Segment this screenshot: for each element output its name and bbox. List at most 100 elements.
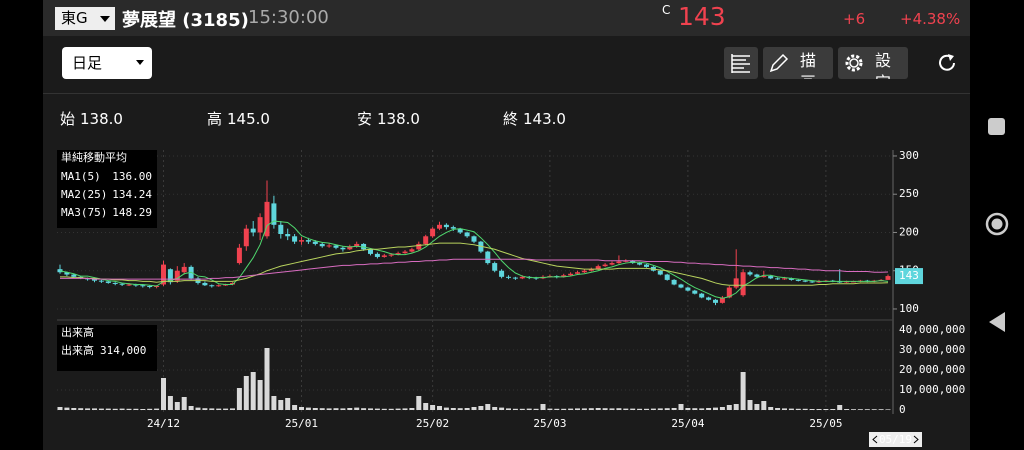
volume-bar	[85, 408, 91, 410]
indicator-button[interactable]	[724, 47, 758, 79]
volume-bar	[685, 408, 691, 410]
candle-body	[381, 255, 387, 257]
candle-body	[740, 272, 746, 296]
home-button[interactable]	[985, 212, 1009, 236]
x-tick-label: 25/04	[671, 417, 704, 430]
candle-body	[671, 279, 677, 285]
period-select[interactable]: 日足	[62, 47, 152, 79]
volume-bar	[264, 348, 270, 410]
volume-bar	[478, 406, 484, 410]
settings-button[interactable]: 設定	[838, 47, 908, 79]
candle-body	[719, 297, 725, 303]
recent-button[interactable]	[988, 118, 1005, 135]
cursor-label: 05/19	[879, 433, 912, 446]
candle-body	[499, 270, 505, 277]
candle-body	[561, 275, 567, 277]
candle-body	[637, 263, 643, 265]
back-button[interactable]	[989, 312, 1005, 332]
candle-body	[202, 282, 208, 286]
candle-body	[575, 272, 580, 274]
volume-bar	[230, 408, 235, 410]
candle-body	[754, 274, 760, 277]
candle-body	[147, 286, 153, 288]
volume-bar	[161, 378, 166, 410]
exchange-select[interactable]: 東G	[55, 7, 115, 30]
candle-body	[209, 285, 215, 287]
legend-value: 148.29	[112, 206, 152, 219]
volume-tick-label: 10,000,000	[899, 383, 965, 396]
icon	[731, 54, 750, 73]
volume-bar	[381, 408, 387, 410]
volume-bar	[119, 408, 125, 410]
candle-body	[216, 285, 222, 287]
ohlc-label: 高	[207, 110, 223, 128]
volume-bar	[78, 408, 84, 410]
volume-bar	[340, 408, 346, 410]
volume-legend-value: 314,000	[100, 344, 146, 357]
candle-body	[409, 249, 415, 252]
candle-body	[230, 282, 235, 285]
candle-body	[236, 247, 242, 264]
volume-bar	[664, 408, 670, 410]
volume-bar	[616, 408, 622, 410]
volume-bar	[312, 408, 318, 410]
volume-bar	[678, 404, 684, 410]
volume-bar	[816, 409, 822, 410]
legend-name: MA3(75)	[61, 206, 107, 219]
candle-body	[802, 280, 808, 282]
ohlc-label: 安	[357, 110, 373, 128]
volume-bar	[561, 408, 567, 410]
gear-icon	[845, 54, 863, 72]
candle-body	[450, 227, 456, 229]
candle-body	[299, 240, 304, 242]
volume-bar	[402, 408, 408, 410]
candle-body	[457, 228, 463, 233]
volume-bar	[443, 407, 449, 410]
ohlc-item: 終 143.0	[503, 108, 566, 129]
volume-bar	[167, 396, 173, 410]
time: 15:30:00	[248, 7, 329, 28]
candle-body	[471, 236, 477, 242]
volume-bar	[547, 408, 553, 410]
volume-bar	[319, 408, 325, 410]
volume-legend-name: 出来高	[61, 343, 94, 357]
y-tick-label: 200	[899, 225, 919, 238]
volume-bar	[174, 402, 180, 410]
settings-label: 設定	[875, 51, 892, 79]
volume-bar	[374, 408, 380, 410]
y-tick-label: 300	[899, 149, 919, 162]
volume-bar	[637, 408, 643, 410]
volume-bar	[64, 407, 70, 410]
volume-bar	[740, 372, 746, 410]
volume-bar	[299, 407, 304, 410]
price-flag: C	[662, 3, 671, 17]
volume-bar	[733, 404, 739, 410]
candle-body	[140, 285, 146, 287]
volume-bar	[450, 408, 456, 410]
refresh-button[interactable]	[935, 51, 959, 75]
candle-body	[768, 276, 774, 279]
candle-body	[464, 232, 470, 237]
candle-body	[105, 281, 111, 283]
volume-bar	[761, 401, 767, 410]
volume-bar	[181, 397, 187, 410]
draw-button[interactable]: 描画	[763, 47, 833, 79]
candle-body	[126, 284, 132, 286]
x-tick-label: 25/02	[416, 417, 449, 430]
candle-body	[250, 228, 256, 233]
volume-bar	[575, 408, 580, 410]
candle-body	[512, 277, 518, 279]
legend-name: MA1(5)	[61, 170, 101, 183]
volume-bar	[692, 408, 698, 410]
volume-bar	[285, 398, 291, 410]
cursor-next	[913, 435, 919, 444]
candle-body	[602, 264, 608, 267]
ohlc-value: 138.0	[80, 110, 123, 128]
x-tick-label: 25/05	[809, 417, 842, 430]
volume-bar	[154, 408, 160, 410]
volume-bar	[471, 407, 477, 410]
candle-body	[519, 276, 525, 279]
volume-bar	[409, 408, 415, 410]
x-tick-label: 25/03	[533, 417, 566, 430]
